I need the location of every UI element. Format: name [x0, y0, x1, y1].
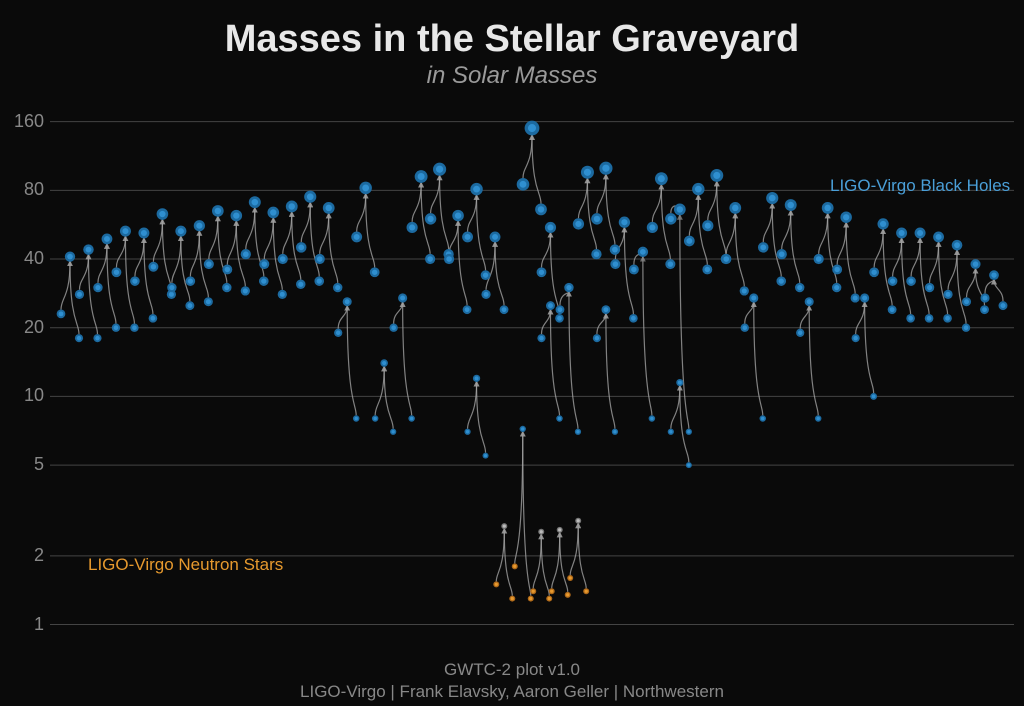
stellar-graveyard-chart: Masses in the Stellar Graveyard in Solar…	[0, 0, 1024, 706]
ytick-label: 2	[4, 545, 44, 566]
ytick-label: 1	[4, 614, 44, 635]
credit-line-1: GWTC-2 plot v1.0	[0, 660, 1024, 680]
plot-area	[0, 0, 1024, 706]
ytick-label: 10	[4, 385, 44, 406]
credit-line-2: LIGO-Virgo | Frank Elavsky, Aaron Geller…	[0, 682, 1024, 702]
ytick-label: 160	[4, 111, 44, 132]
ytick-label: 5	[4, 454, 44, 475]
ytick-label: 40	[4, 248, 44, 269]
legend-black-holes: LIGO-Virgo Black Holes	[830, 176, 1010, 196]
ytick-label: 20	[4, 317, 44, 338]
ytick-label: 80	[4, 179, 44, 200]
legend-neutron-stars: LIGO-Virgo Neutron Stars	[88, 555, 283, 575]
